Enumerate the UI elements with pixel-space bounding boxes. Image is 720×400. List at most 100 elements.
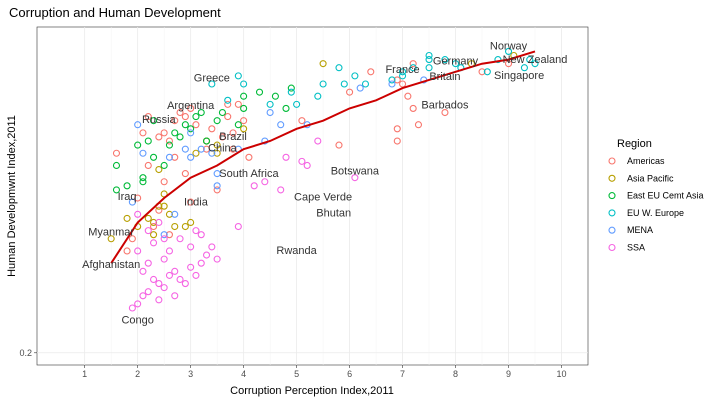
x-tick-label: 3 <box>188 369 193 379</box>
scatter-point <box>277 121 285 129</box>
scatter-point <box>282 153 290 161</box>
scatter-point <box>134 300 142 308</box>
scatter-point <box>504 47 513 55</box>
scatter-point <box>176 133 184 141</box>
scatter-point <box>245 153 253 161</box>
chart-title: Corruption and Human Development <box>9 5 221 20</box>
scatter-point <box>240 117 248 125</box>
scatter-point <box>192 113 200 121</box>
scatter-point <box>150 239 158 247</box>
scatter-point <box>213 182 221 190</box>
scatter-point <box>483 68 491 76</box>
scatter-point <box>150 222 158 231</box>
scatter-point <box>287 84 295 92</box>
scatter-point <box>287 88 295 96</box>
scatter-point <box>197 145 205 153</box>
scatter-point <box>399 80 407 88</box>
scatter-point <box>128 304 136 312</box>
point-label: Germany <box>433 55 479 67</box>
scatter-point <box>165 271 174 279</box>
plot-panel <box>36 26 589 366</box>
scatter-point <box>150 218 158 227</box>
scatter-point <box>425 64 433 72</box>
scatter-point <box>150 275 158 284</box>
scatter-point <box>224 113 232 121</box>
scatter-point <box>197 231 205 239</box>
scatter-point <box>134 121 142 129</box>
scatter-point <box>181 121 189 129</box>
scatter-point <box>250 182 258 190</box>
scatter-point <box>208 80 216 88</box>
legend-key <box>608 157 616 165</box>
scatter-point <box>144 113 152 121</box>
scatter-point <box>213 170 221 178</box>
scatter-point <box>144 288 152 296</box>
scatter-point <box>504 60 513 68</box>
scatter-point <box>181 170 189 178</box>
scatter-point <box>139 174 147 182</box>
scatter-point <box>155 280 163 288</box>
scatter-point <box>202 137 211 145</box>
scatter-point <box>160 129 168 137</box>
scatter-point <box>134 194 142 202</box>
scatter-point <box>229 129 237 137</box>
scatter-point <box>187 153 195 161</box>
scatter-point <box>171 129 179 137</box>
scatter-point <box>346 88 354 96</box>
scatter-point <box>187 104 195 112</box>
legend-key <box>608 192 616 200</box>
scatter-point <box>441 56 449 64</box>
scatter-point <box>202 145 211 153</box>
point-label: India <box>184 196 209 208</box>
x-tick-label: 7 <box>400 369 405 379</box>
x-axis-ticks: 1 2 3 4 5 6 7 8 9 10 <box>82 365 567 379</box>
scatter-point <box>335 141 343 149</box>
scatter-point <box>150 117 158 125</box>
scatter-point <box>234 222 242 231</box>
scatter-point <box>171 153 179 161</box>
scatter-point <box>160 161 168 170</box>
legend: Region Americas Asia Pacific East EU Cemt … <box>608 138 704 253</box>
scatter-point <box>192 271 200 279</box>
scatter-point <box>139 267 147 275</box>
trend-line <box>110 50 536 264</box>
scatter-point <box>187 129 195 137</box>
scatter-point <box>240 80 248 88</box>
scatter-point <box>240 125 248 133</box>
scatter-point <box>165 210 174 218</box>
scatter-point <box>293 100 301 108</box>
point-label: Argentina <box>167 100 215 112</box>
scatter-point <box>208 149 216 157</box>
scatter-point <box>150 153 158 161</box>
scatter-point <box>139 129 147 137</box>
scatter-point <box>134 247 142 255</box>
scatter-point <box>255 88 264 96</box>
scatter-point <box>319 60 327 68</box>
scatter-point <box>165 137 174 145</box>
scatter-point <box>425 56 433 64</box>
scatter-point <box>155 165 163 174</box>
scatter-point <box>451 60 460 68</box>
scatter-point <box>144 259 152 267</box>
scatter-point <box>160 202 168 210</box>
scatter-point <box>409 104 417 112</box>
scatter-point <box>192 121 200 129</box>
legend-key <box>608 226 616 234</box>
scatter-point <box>388 80 396 88</box>
scatter-point <box>176 235 184 243</box>
scatter-point <box>298 117 306 125</box>
x-axis-title: Corruption Perception Index,2011 <box>230 385 394 397</box>
point-label: China <box>208 143 238 155</box>
scatter-point <box>298 157 306 165</box>
scatter-point <box>192 149 200 157</box>
scatter-point <box>240 92 248 100</box>
scatter-point <box>409 64 417 72</box>
trend-line-path <box>110 50 536 264</box>
legend-label: SSA <box>627 243 645 253</box>
legend-label: Americas <box>627 156 665 166</box>
x-tick-label: 4 <box>241 369 246 379</box>
legend-label: East EU Cemt Asia <box>627 191 704 201</box>
scatter-points <box>107 47 539 312</box>
scatter-point <box>181 222 189 231</box>
